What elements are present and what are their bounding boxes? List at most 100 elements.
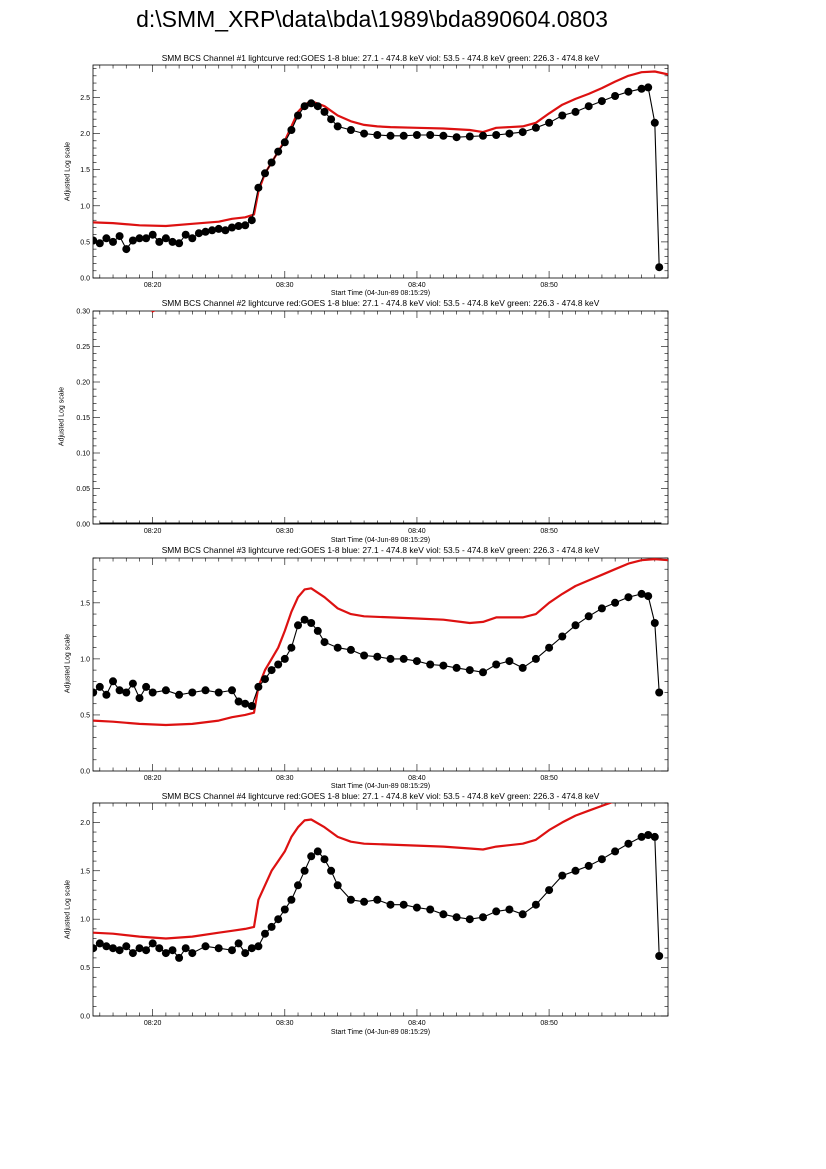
data-point xyxy=(267,922,276,931)
data-point xyxy=(208,226,217,235)
data-point xyxy=(399,900,408,909)
data-point xyxy=(360,129,369,138)
data-point xyxy=(254,183,263,192)
data-point xyxy=(313,626,322,635)
data-point xyxy=(545,118,554,127)
data-point xyxy=(128,679,137,688)
x-tick-label: 08:40 xyxy=(408,282,426,289)
data-point xyxy=(313,847,322,856)
y-tick-label: 0.5 xyxy=(80,965,90,972)
data-point xyxy=(346,895,355,904)
y-tick-label: 0.30 xyxy=(76,309,90,316)
data-point xyxy=(175,239,184,248)
data-point xyxy=(360,651,369,660)
data-point xyxy=(531,900,540,909)
data-point xyxy=(426,660,435,669)
data-point xyxy=(247,216,256,225)
data-point xyxy=(155,944,164,953)
data-point xyxy=(584,861,593,870)
data-point xyxy=(287,895,296,904)
data-point xyxy=(386,900,395,909)
x-tick-label: 08:30 xyxy=(276,775,294,782)
data-point xyxy=(320,638,329,647)
data-point xyxy=(492,131,501,139)
data-point xyxy=(115,686,124,695)
data-point xyxy=(267,158,276,167)
data-point xyxy=(148,939,157,948)
data-layer xyxy=(93,558,668,727)
data-point xyxy=(241,699,250,708)
data-point xyxy=(115,232,124,241)
data-point xyxy=(280,138,289,147)
chart-panel-3: 08:20 08:30 08:40 08:50 0.0 0.5 1.0 1.5 xyxy=(80,557,669,782)
y-tick-label: 0.0 xyxy=(80,276,90,283)
data-point xyxy=(294,881,302,890)
data-point xyxy=(307,619,316,627)
data-point xyxy=(611,847,620,856)
data-point xyxy=(95,939,104,948)
data-point xyxy=(611,598,620,607)
y-tick-label: 1.5 xyxy=(80,868,90,875)
data-point xyxy=(300,102,309,111)
data-point xyxy=(518,910,527,919)
data-point xyxy=(109,677,117,686)
data-point xyxy=(201,227,210,236)
data-point xyxy=(294,621,302,630)
x-tick-label: 08:20 xyxy=(144,1020,162,1027)
data-point xyxy=(102,942,111,951)
plot-frame xyxy=(92,802,669,1017)
data-point xyxy=(307,852,316,861)
data-point xyxy=(267,666,276,675)
data-point xyxy=(479,913,487,922)
data-point xyxy=(95,682,104,691)
data-point xyxy=(465,915,474,924)
chart-panel-4: 08:20 08:30 08:40 08:50 0.0 0.5 1.0 1.5 2.0 xyxy=(80,802,669,1027)
data-point xyxy=(155,237,164,246)
data-point xyxy=(644,592,653,601)
data-point xyxy=(221,226,230,235)
data-point xyxy=(228,686,236,695)
data-point xyxy=(439,131,448,140)
data-point xyxy=(148,230,157,239)
x-tick-label: 08:20 xyxy=(144,282,162,289)
data-point xyxy=(168,946,177,955)
data-point xyxy=(313,102,322,111)
y-tick-label: 0.05 xyxy=(76,486,90,493)
data-point xyxy=(655,688,664,697)
data-point xyxy=(188,234,197,243)
data-point xyxy=(128,236,137,245)
data-point xyxy=(644,83,653,92)
data-point xyxy=(274,660,283,669)
panel-title-2: SMM BCS Channel #2 lightcurve red:GOES 1… xyxy=(161,298,600,308)
data-point xyxy=(439,661,448,670)
x-tick-label: 08:50 xyxy=(540,282,558,289)
y-tick-label: 0.5 xyxy=(80,712,90,719)
data-point xyxy=(558,871,567,880)
data-point xyxy=(624,593,633,602)
data-point xyxy=(214,688,223,697)
data-point xyxy=(93,688,98,697)
page-title: d:\SMM_XRP\data\bda\1989\bda890604.0803 xyxy=(136,6,608,32)
data-point xyxy=(492,660,501,669)
data-point xyxy=(518,128,527,137)
data-point xyxy=(274,147,283,156)
data-point xyxy=(188,949,197,958)
x-tick-label: 08:50 xyxy=(540,528,558,535)
data-point xyxy=(492,907,501,916)
y-tick-label: 1.0 xyxy=(80,656,90,663)
data-point xyxy=(373,652,382,661)
y-tick-label: 1.5 xyxy=(80,167,90,174)
data-point xyxy=(247,944,256,953)
data-point xyxy=(175,690,184,699)
data-point xyxy=(584,612,593,621)
data-point xyxy=(320,855,329,864)
series-line-red xyxy=(151,311,156,313)
x-tick-label: 08:40 xyxy=(408,775,426,782)
x-axis-label-3: Start Time (04-Jun-89 08:15:29) xyxy=(330,783,431,790)
plot-frame xyxy=(92,557,669,772)
data-point xyxy=(452,913,461,922)
series-line-red xyxy=(93,558,668,727)
data-point xyxy=(161,686,170,695)
data-point xyxy=(142,946,151,955)
y-tick-label: 1.0 xyxy=(80,917,90,924)
